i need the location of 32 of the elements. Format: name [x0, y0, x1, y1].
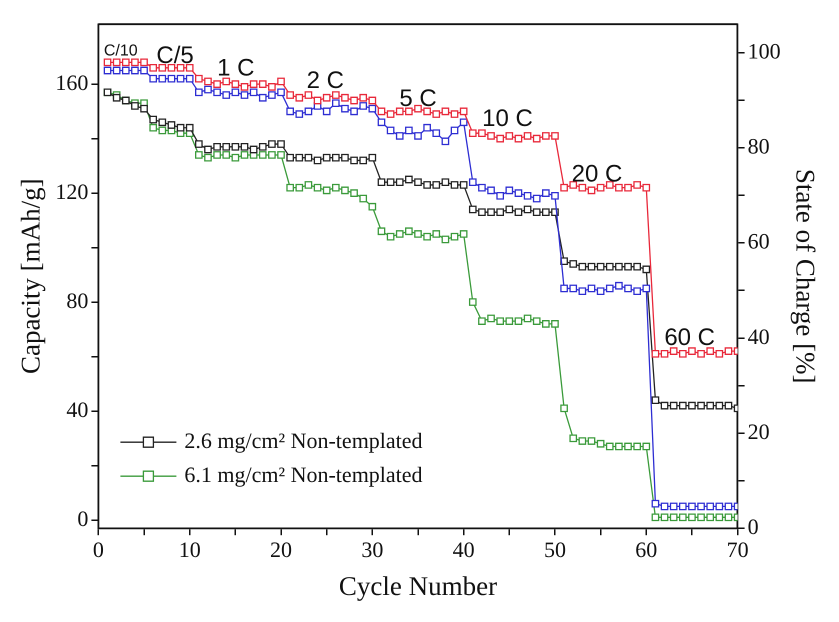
annotation: 60 C	[664, 324, 716, 352]
y-tick-label: 0	[77, 506, 88, 531]
x-tick-label: 20	[270, 537, 292, 562]
x-tick-label: 30	[361, 537, 384, 562]
x-tick-label: 70	[726, 537, 749, 562]
y2-tick-label: 60	[748, 228, 770, 254]
annotation: C/5	[156, 42, 194, 69]
legend-label: 6.1 mg/cm² Non-templated	[184, 462, 423, 487]
y-tick-label: 80	[66, 288, 88, 313]
x-tick-label: 50	[544, 537, 566, 562]
annotation: 1 C	[217, 54, 255, 82]
y-tick-label: 120	[55, 178, 88, 204]
annotation: C/10	[104, 42, 138, 60]
annotation: 20 C	[572, 160, 622, 188]
y2-tick-label: 0	[748, 514, 759, 539]
annotation: 5 C	[399, 84, 437, 112]
y2-tick-label: 40	[748, 324, 770, 349]
y2-tick-label: 100	[748, 38, 781, 64]
annotation: 10 C	[482, 104, 533, 132]
y-axis-title: Capacity [mAh/g]	[15, 178, 46, 374]
x-tick-label: 60	[635, 537, 658, 562]
y-tick-label: 40	[66, 396, 88, 422]
annotation: 2 C	[306, 67, 344, 94]
x-tick-label: 0	[92, 537, 104, 562]
x-axis-title: Cycle Number	[338, 570, 498, 601]
y2-tick-label: 80	[748, 134, 770, 159]
y2-tick-label: 20	[748, 418, 770, 444]
y-tick-label: 160	[55, 70, 88, 95]
legend-label: 2.6 mg/cm² Non-templated	[184, 428, 423, 453]
y2-axis-title: State of Charge [%]	[790, 168, 821, 384]
x-tick-label: 10	[178, 537, 201, 562]
x-tick-label: 40	[452, 537, 475, 562]
